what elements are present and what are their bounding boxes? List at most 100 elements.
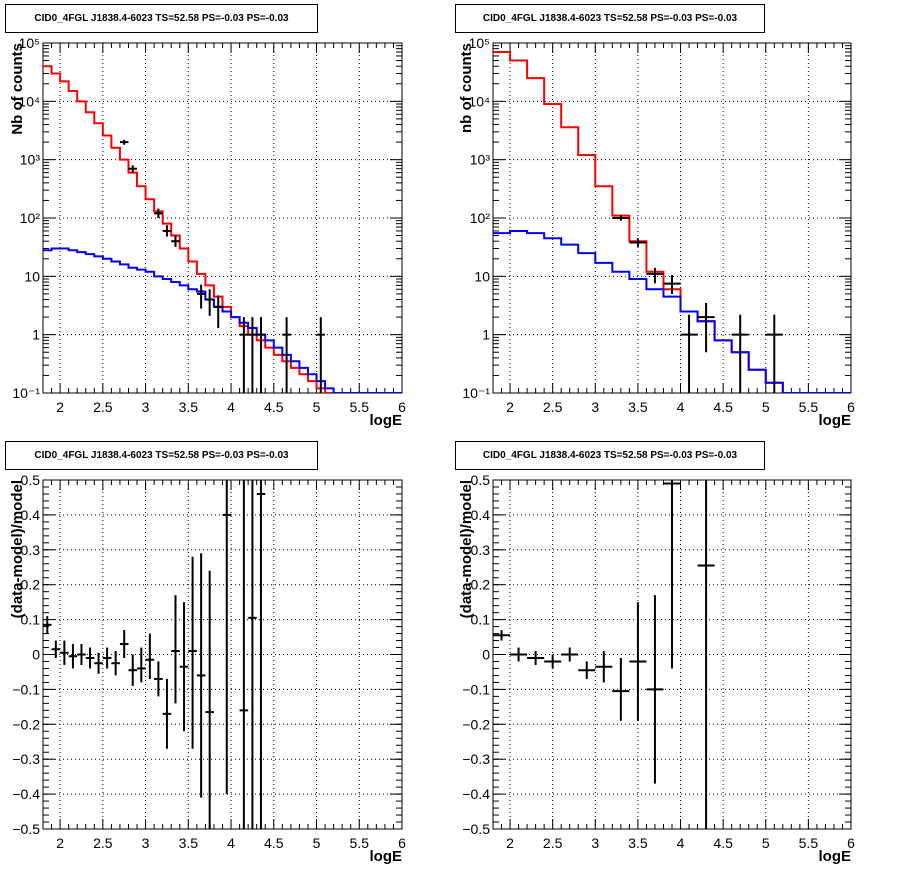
x-tick-label: 3 xyxy=(591,399,599,415)
data-point xyxy=(196,284,206,309)
data-layer xyxy=(493,480,715,829)
data-point xyxy=(612,657,630,721)
x-tick-label: 5.5 xyxy=(799,399,819,415)
data-point xyxy=(119,630,129,658)
x-tick-label: 2.5 xyxy=(543,835,563,851)
data-point xyxy=(697,302,715,353)
data-point xyxy=(154,661,163,697)
y-tick-label: 0.3 xyxy=(471,542,491,558)
x-tick-label: 2 xyxy=(56,835,64,851)
x-tick-label: 6 xyxy=(847,399,855,415)
y-tick-label: −0.4 xyxy=(12,786,40,802)
data-layer xyxy=(43,480,266,829)
data-point xyxy=(595,651,613,683)
chart-svg: 2 2.5 3 3.5 4 4.5 5 5.5 6 10⁻¹ 1 10 10² 10³ 10⁴ 10⁵ logE… xyxy=(9,35,406,429)
x-tick-label: 5 xyxy=(762,399,770,415)
data-point xyxy=(154,208,163,218)
x-tick-label: 3.5 xyxy=(628,835,648,851)
data-point xyxy=(119,139,129,145)
x-tick-label: 2.5 xyxy=(93,399,113,415)
x-tick-label: 2.5 xyxy=(543,399,563,415)
data-point xyxy=(137,647,146,683)
y-tick-label: −0.3 xyxy=(12,751,40,767)
y-tick-label: 10³ xyxy=(470,152,491,168)
x-tick-label: 3 xyxy=(142,835,150,851)
data-point xyxy=(51,640,61,658)
x-axis-title: logE xyxy=(819,848,852,865)
x-tick-label: 4 xyxy=(677,835,685,851)
y-tick-label: 10 xyxy=(474,268,490,284)
data-point xyxy=(77,644,86,665)
data-point xyxy=(60,640,69,665)
x-tick-label: 4 xyxy=(227,835,235,851)
data-layer xyxy=(43,65,402,393)
y-tick-label: 1 xyxy=(32,327,40,343)
data-point xyxy=(196,553,206,798)
total-model-histogram xyxy=(43,65,402,393)
data-point xyxy=(612,215,630,221)
panel-bottom-left: CID0_4FGL J1838.4-6023 TS=52.58 PS=-0.03… xyxy=(0,437,449,875)
y-tick-label: −0.1 xyxy=(12,681,40,697)
data-point xyxy=(145,633,155,679)
data-point xyxy=(680,314,698,393)
y-tick-label: 0.4 xyxy=(471,507,491,523)
y-tick-label: 1 xyxy=(482,327,490,343)
data-point xyxy=(282,317,291,393)
data-point xyxy=(94,652,103,674)
plot-frame xyxy=(42,42,403,394)
y-tick-label: 0.1 xyxy=(471,612,491,628)
chart-title: CID0_4FGL J1838.4-6023 TS=52.58 PS=-0.03… xyxy=(455,441,765,470)
data-point xyxy=(128,654,138,686)
y-tick-label: 10⁵ xyxy=(19,35,40,51)
data-point xyxy=(663,480,681,669)
data-point xyxy=(205,289,214,316)
y-tick-label: −0.2 xyxy=(462,716,490,732)
y-tick-label: −0.3 xyxy=(462,751,490,767)
data-point xyxy=(188,556,197,749)
y-tick-label: 0.1 xyxy=(21,612,41,628)
x-axis-title: logE xyxy=(819,412,852,429)
data-point xyxy=(162,225,172,237)
data-point xyxy=(316,317,326,393)
x-tick-label: 5.5 xyxy=(350,399,370,415)
data-point xyxy=(102,647,112,669)
y-tick-label: 0 xyxy=(482,647,490,663)
y-tick-label: 10 xyxy=(24,268,40,284)
x-tick-label: 3.5 xyxy=(179,835,199,851)
x-tick-label: 5 xyxy=(313,399,321,415)
panel-top-right: CID0_4FGL J1838.4-6023 TS=52.58 PS=-0.03… xyxy=(449,0,898,437)
data-layer xyxy=(493,51,851,393)
data-point xyxy=(527,651,545,665)
y-axis-title: nb of counts xyxy=(458,43,475,133)
x-tick-label: 3.5 xyxy=(179,399,199,415)
total-model-histogram xyxy=(493,51,851,393)
y-tick-label: 10⁻¹ xyxy=(12,385,40,401)
data-point xyxy=(248,480,257,829)
x-tick-label: 2 xyxy=(506,835,514,851)
data-point xyxy=(561,647,579,662)
data-point xyxy=(68,644,78,669)
panel-bottom-right: CID0_4FGL J1838.4-6023 TS=52.58 PS=-0.03… xyxy=(449,437,898,875)
x-axis-title: logE xyxy=(370,412,403,429)
data-point xyxy=(510,647,528,662)
data-point xyxy=(162,678,172,749)
data-point xyxy=(205,570,214,829)
y-tick-label: 10³ xyxy=(20,152,41,168)
y-tick-label: 0.2 xyxy=(21,577,41,593)
x-tick-label: 2 xyxy=(506,399,514,415)
data-point xyxy=(128,165,138,173)
x-tick-label: 2 xyxy=(56,399,64,415)
data-point xyxy=(629,602,647,721)
data-point xyxy=(239,317,249,393)
y-tick-label: −0.5 xyxy=(462,821,490,837)
y-tick-label: 10⁻¹ xyxy=(462,385,490,401)
data-point xyxy=(213,295,223,329)
plot-frame xyxy=(42,479,403,830)
y-tick-label: 0.2 xyxy=(471,577,491,593)
x-tick-label: 6 xyxy=(847,835,855,851)
x-tick-label: 4.5 xyxy=(264,835,284,851)
data-point xyxy=(256,317,266,393)
data-point xyxy=(663,275,681,294)
y-tick-label: −0.5 xyxy=(12,821,40,837)
y-tick-label: 10⁴ xyxy=(18,93,40,109)
